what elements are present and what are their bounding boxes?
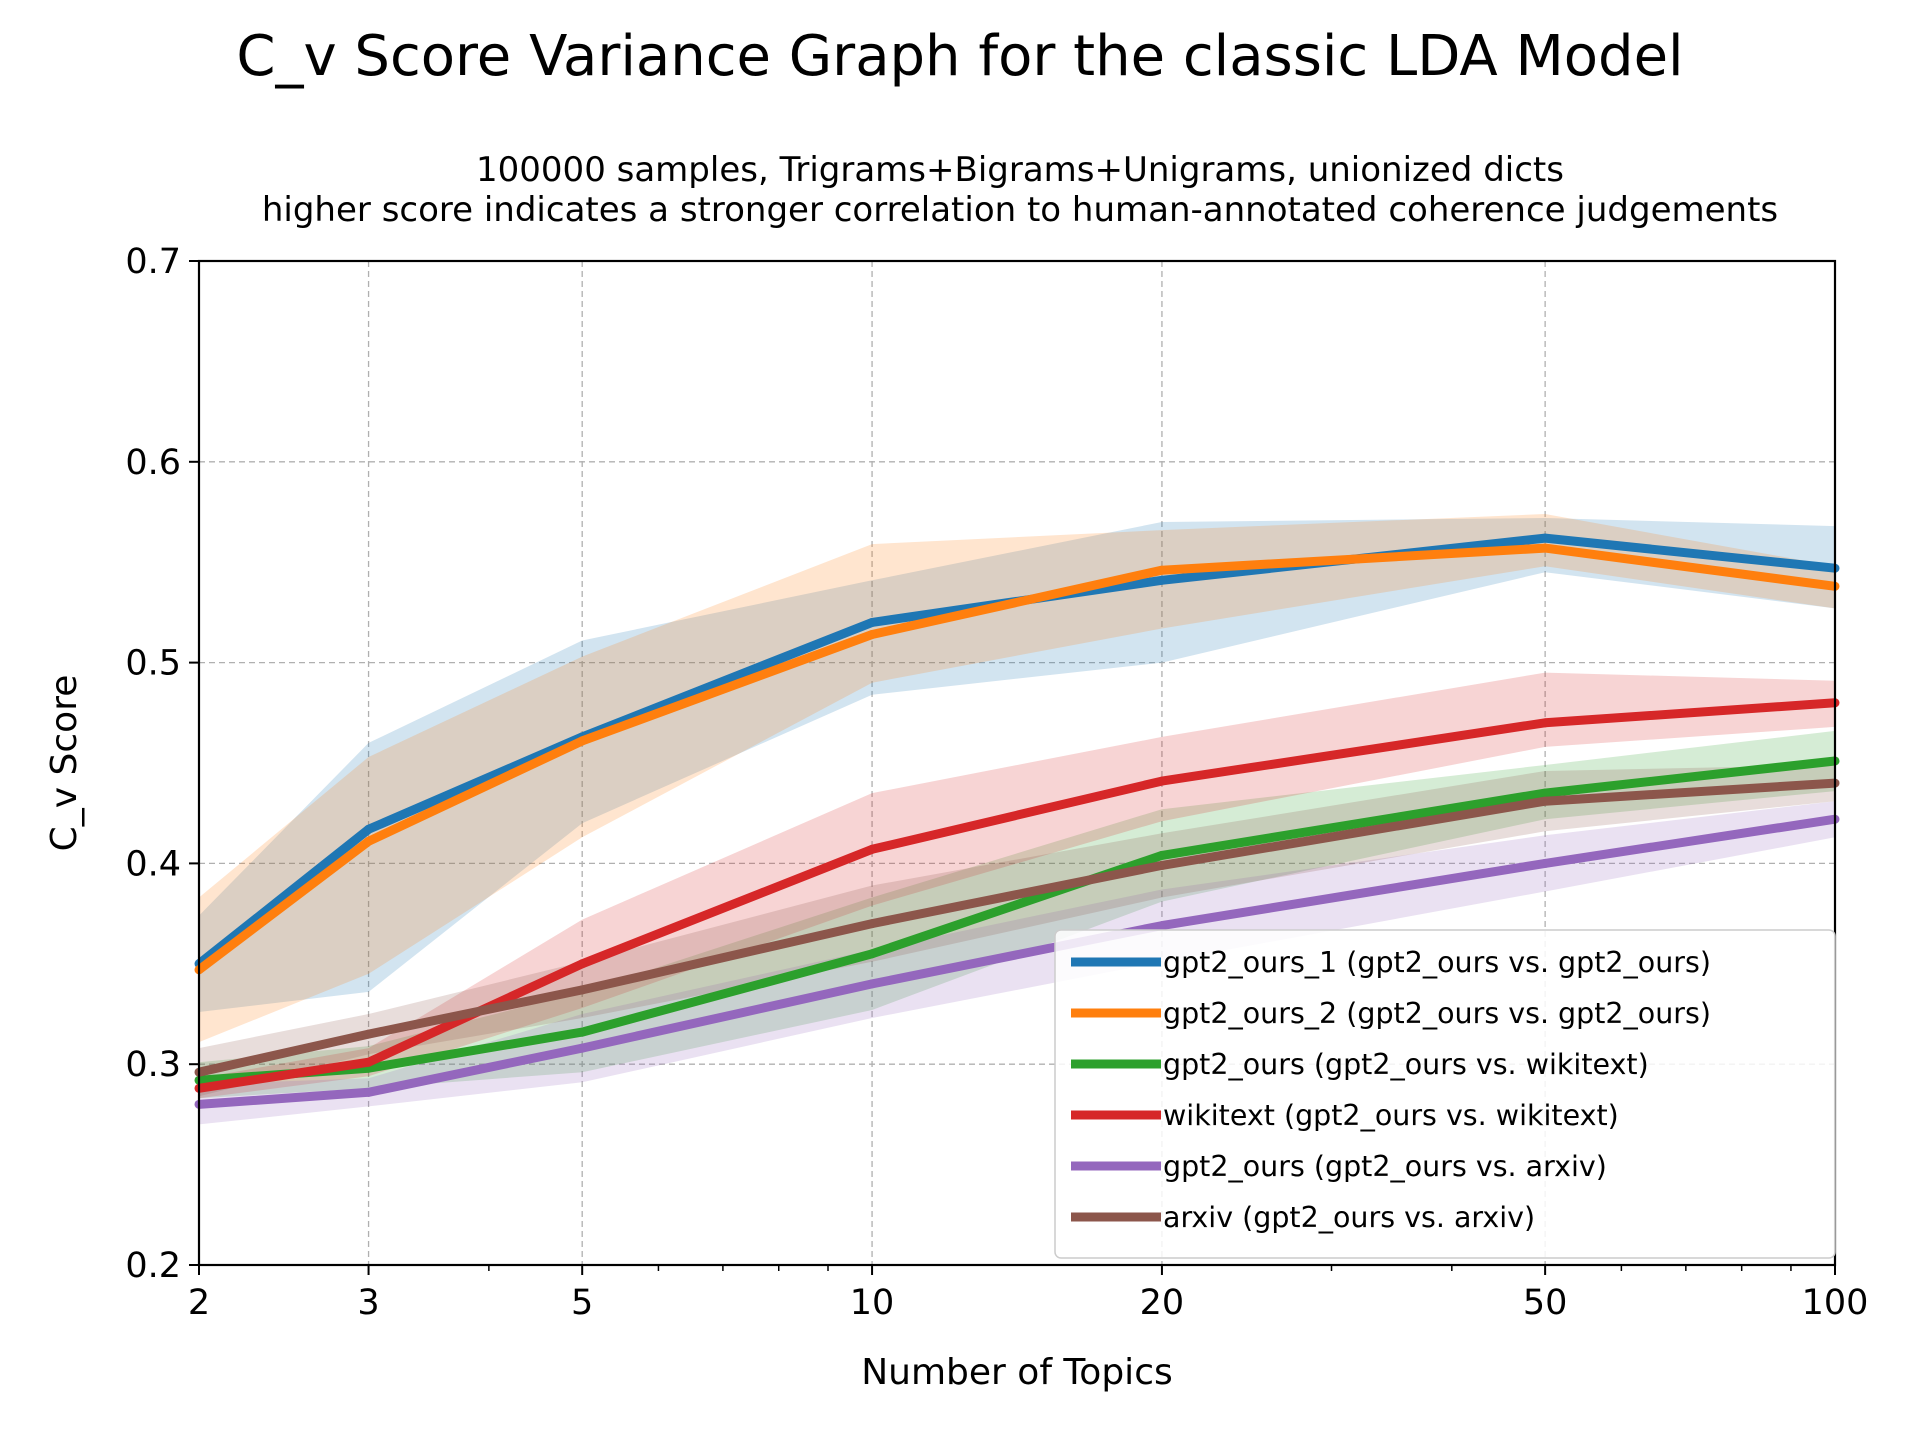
data-point bbox=[1540, 718, 1550, 728]
x-tick-label: 10 bbox=[850, 1283, 895, 1323]
y-axis-label: C_v Score bbox=[44, 675, 85, 852]
data-point bbox=[1157, 860, 1167, 870]
data-point bbox=[1157, 575, 1167, 585]
x-tick-label: 100 bbox=[1802, 1283, 1869, 1323]
y-tick-label: 0.4 bbox=[125, 844, 181, 884]
data-point bbox=[577, 1027, 587, 1037]
series-band bbox=[199, 518, 1835, 1012]
subtitle-line-2: higher score indicates a stronger correl… bbox=[261, 190, 1779, 230]
axis-ticks: 0.2 0.3 0.4 0.5 0.6 0.7 2 3 5 10 20 50 100 bbox=[125, 242, 1868, 1323]
chart-title: C_v Score Variance Graph for the classic… bbox=[236, 24, 1684, 89]
x-tick-label: 50 bbox=[1523, 1283, 1568, 1323]
data-point bbox=[1157, 565, 1167, 575]
y-tick-label: 0.6 bbox=[125, 443, 181, 483]
legend: gpt2_ours_1 (gpt2_ours vs. gpt2_ours)gpt… bbox=[1054, 929, 1836, 1259]
data-point bbox=[867, 844, 877, 854]
subtitle-line-1: 100000 samples, Trigrams+Bigrams+Unigram… bbox=[476, 150, 1564, 190]
y-tick-label: 0.2 bbox=[125, 1246, 181, 1286]
legend-box bbox=[1054, 929, 1836, 1259]
data-point bbox=[364, 824, 374, 834]
legend-entry: arxiv (gpt2_ours vs. arxiv) bbox=[1163, 1201, 1535, 1234]
data-point bbox=[364, 1057, 374, 1067]
y-tick-label: 0.7 bbox=[125, 242, 181, 282]
series-lines bbox=[194, 533, 1840, 1109]
legend-entry: gpt2_ours (gpt2_ours vs. wikitext) bbox=[1163, 1048, 1649, 1081]
x-tick-label: 5 bbox=[571, 1283, 593, 1323]
data-point bbox=[364, 1087, 374, 1097]
data-point bbox=[867, 617, 877, 627]
data-point bbox=[1540, 858, 1550, 868]
data-point bbox=[577, 959, 587, 969]
data-point bbox=[1157, 776, 1167, 786]
legend-entry: gpt2_ours (gpt2_ours vs. arxiv) bbox=[1163, 1150, 1607, 1183]
data-point bbox=[867, 919, 877, 929]
data-point bbox=[364, 836, 374, 846]
data-point bbox=[867, 629, 877, 639]
legend-entry: wikitext (gpt2_ours vs. wikitext) bbox=[1163, 1099, 1619, 1132]
x-tick-label: 2 bbox=[188, 1283, 210, 1323]
data-point bbox=[1540, 543, 1550, 553]
chart-subtitle: 100000 samples, Trigrams+Bigrams+Unigram… bbox=[0, 150, 1920, 230]
data-point bbox=[364, 1029, 374, 1039]
data-point bbox=[1540, 788, 1550, 798]
data-point bbox=[1540, 796, 1550, 806]
series-band bbox=[199, 765, 1835, 1097]
legend-entry: gpt2_ours_2 (gpt2_ours vs. gpt2_ours) bbox=[1163, 997, 1711, 1030]
x-tick-label: 20 bbox=[1140, 1283, 1185, 1323]
data-point bbox=[867, 949, 877, 959]
x-tick-label: 3 bbox=[357, 1283, 379, 1323]
plot-frame bbox=[197, 259, 1837, 1267]
y-tick-label: 0.3 bbox=[125, 1045, 181, 1085]
data-point bbox=[577, 736, 587, 746]
data-point bbox=[1540, 533, 1550, 543]
data-point bbox=[1157, 850, 1167, 860]
y-tick-label: 0.5 bbox=[125, 644, 181, 684]
x-axis-label: Number of Topics bbox=[861, 1352, 1173, 1393]
data-point bbox=[1157, 921, 1167, 931]
legend-entry: gpt2_ours_1 (gpt2_ours vs. gpt2_ours) bbox=[1163, 946, 1711, 979]
data-point bbox=[867, 979, 877, 989]
series-band bbox=[199, 672, 1835, 1099]
data-point bbox=[577, 985, 587, 995]
data-point bbox=[577, 1043, 587, 1053]
